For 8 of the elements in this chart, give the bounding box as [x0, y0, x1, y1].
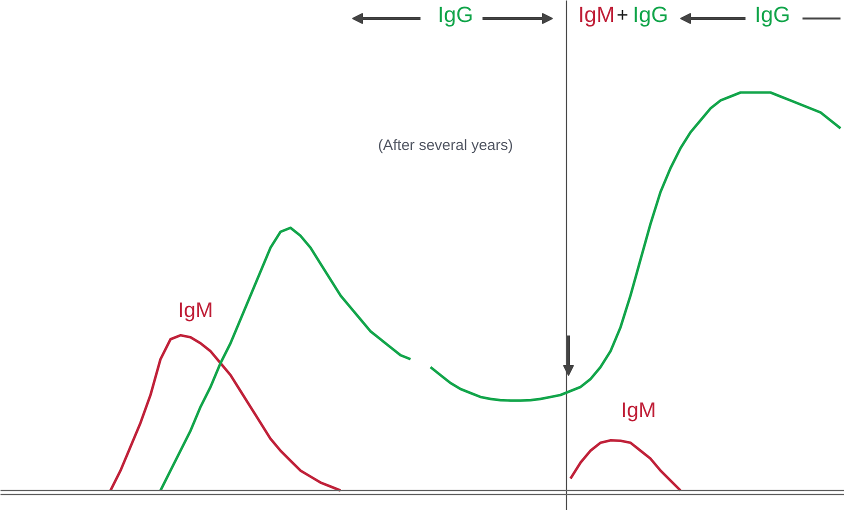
- annotation: IgM: [178, 299, 214, 322]
- text: IgM: [578, 2, 615, 27]
- annotation: IgM: [620, 399, 656, 422]
- text: IgG: [438, 2, 474, 27]
- text: IgG: [754, 2, 790, 27]
- annotation: (After several years): [378, 137, 514, 154]
- text: +: [616, 4, 628, 26]
- text: IgG: [632, 2, 668, 27]
